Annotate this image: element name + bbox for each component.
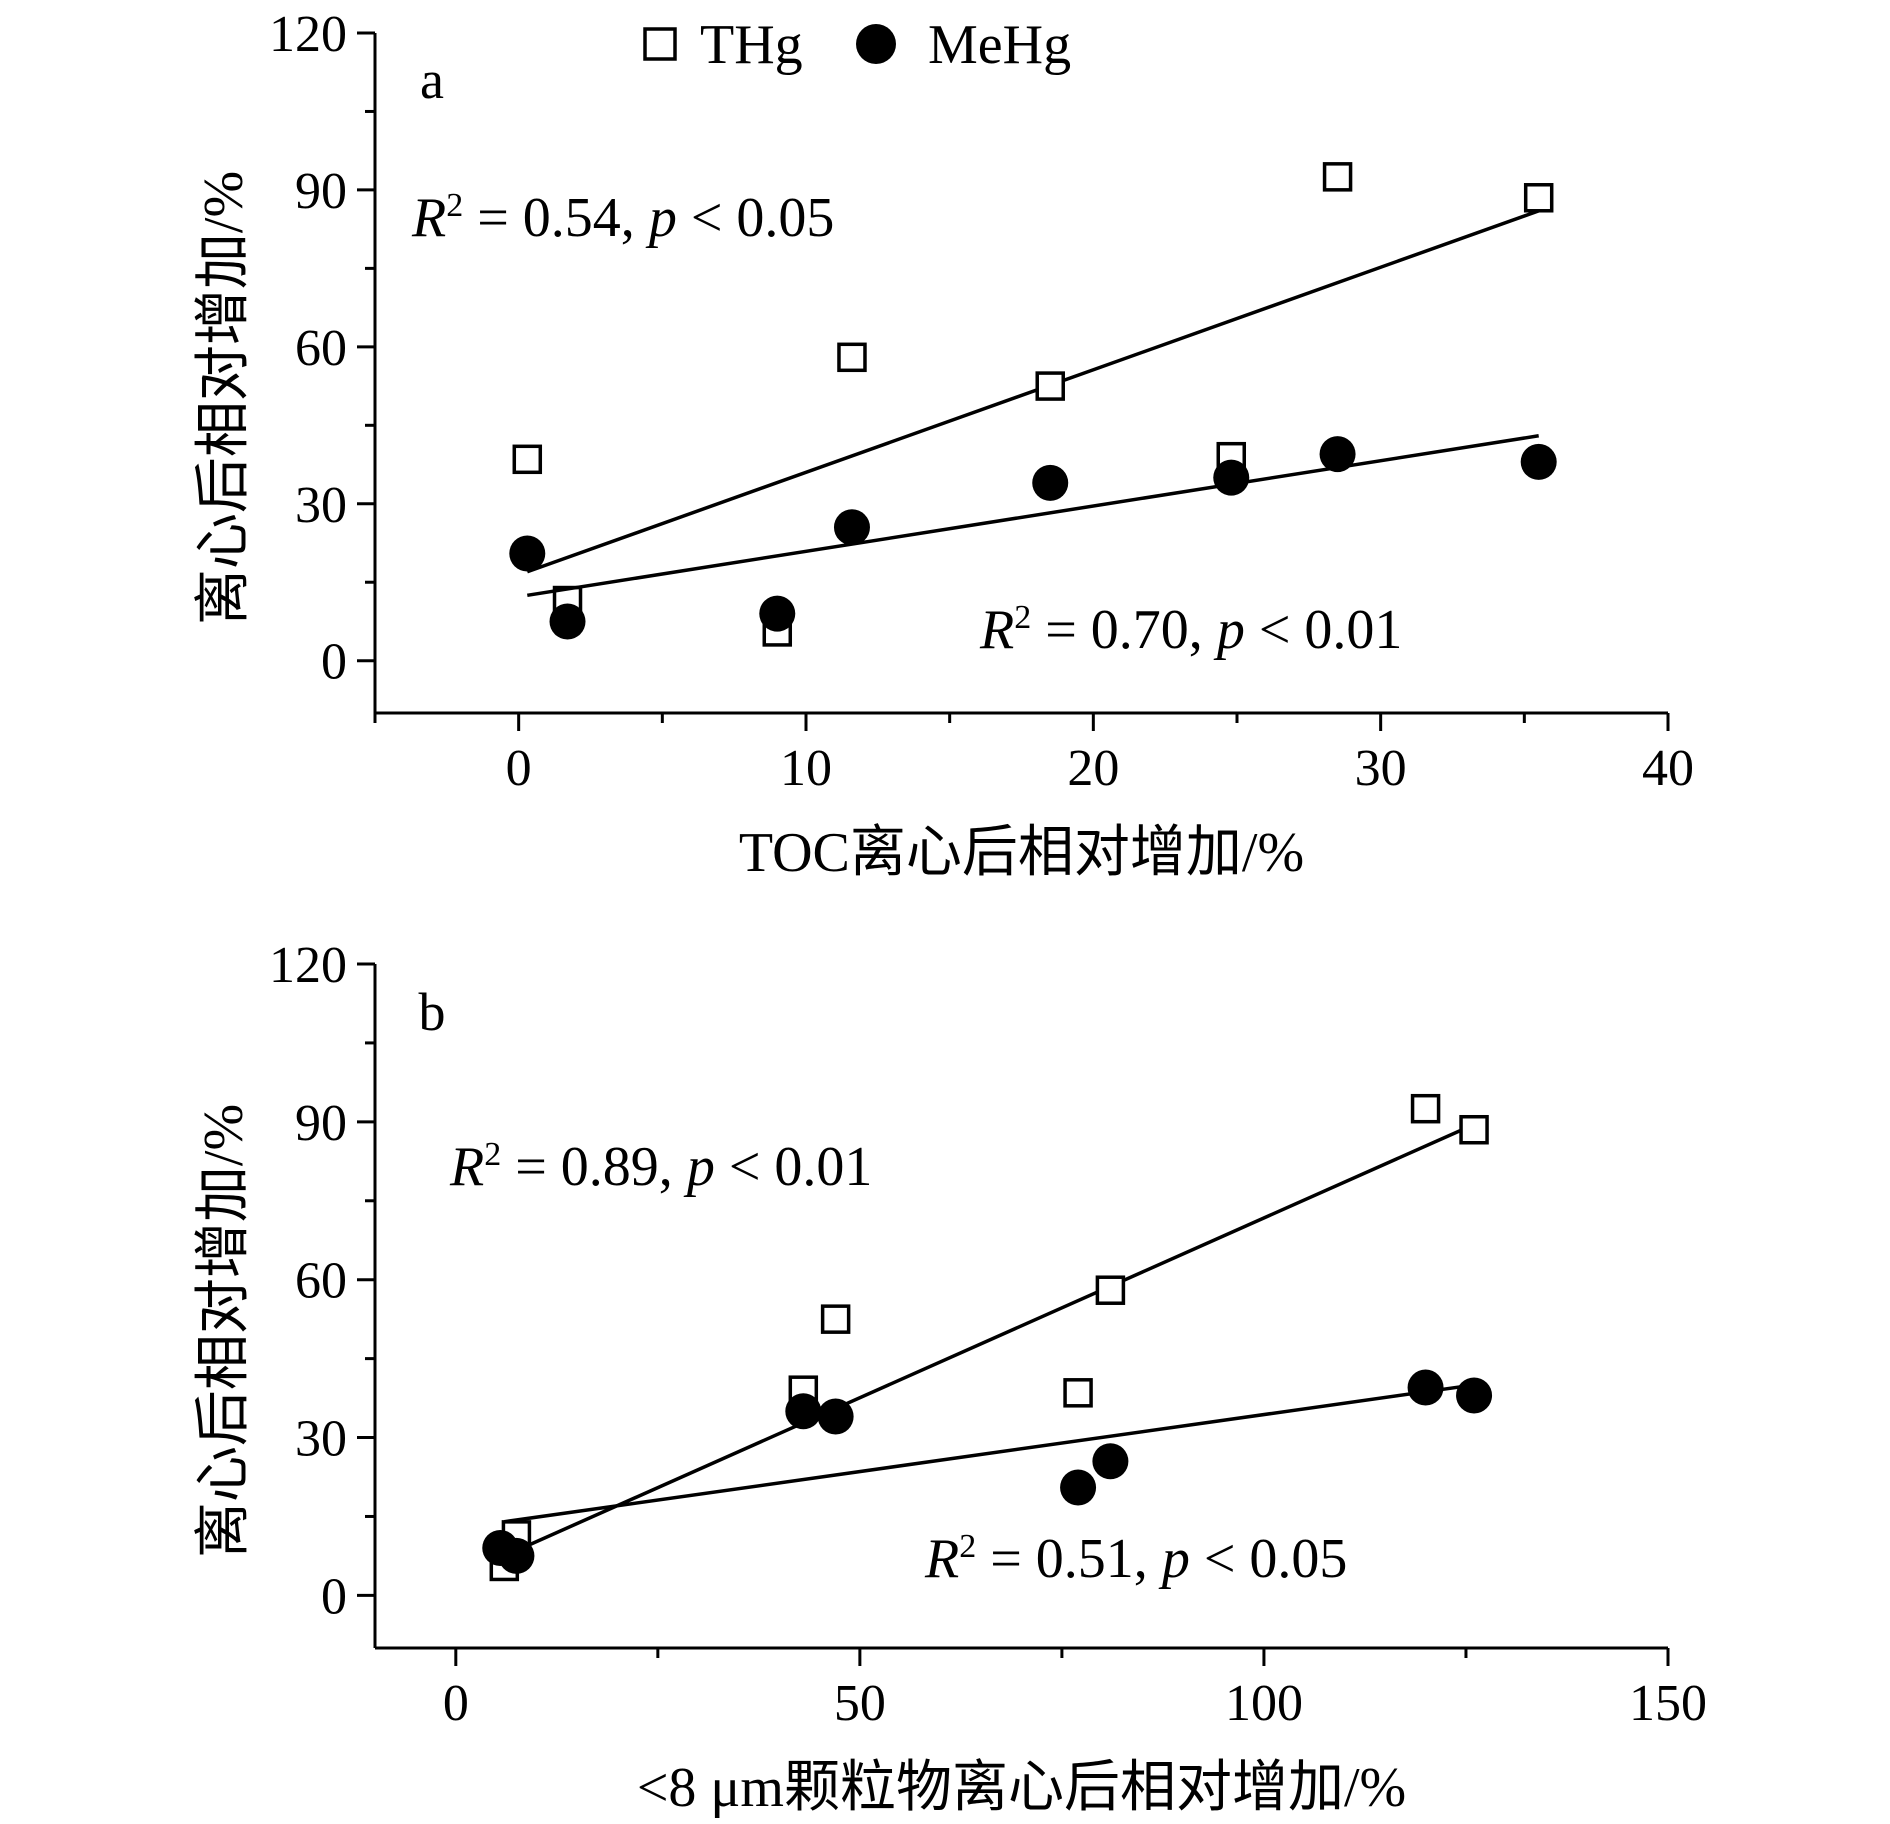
stat-part: p: [1158, 1528, 1190, 1590]
data-point-mehg: [549, 603, 586, 640]
stat-part: = 0.70,: [1031, 599, 1217, 661]
y-tick-label: 30: [295, 1411, 347, 1468]
stat-part: R: [449, 1136, 484, 1198]
stat-part: = 0.89,: [501, 1136, 687, 1198]
x-tick-label: 150: [1629, 1675, 1707, 1732]
series-thg: [512, 162, 1554, 647]
regression-stat-mehg: R2 = 0.70, p < 0.01: [979, 599, 1402, 661]
data-point-mehg: [1213, 459, 1250, 496]
data-point-thg: [512, 444, 543, 475]
data-point-mehg: [759, 595, 796, 632]
x-tick-label: 50: [834, 1675, 886, 1732]
stat-part: 2: [1014, 599, 1031, 636]
x-tick-label: 10: [780, 740, 832, 797]
data-point-mehg: [1092, 1443, 1129, 1480]
x-tick-label: 20: [1067, 740, 1119, 797]
panel-a: 0 30 60 90 120 0 10 20 30 40 TOC离心后相对增加/% 离心后相对增加/%…: [193, 6, 1694, 884]
stat-part: = 0.51,: [976, 1528, 1162, 1590]
fit-line-thg: [526, 209, 1540, 574]
y-tick-label: 60: [295, 320, 347, 377]
data-point-thg: [1095, 1275, 1126, 1305]
data-point-mehg: [1407, 1369, 1444, 1406]
legend: THg MeHg: [643, 14, 1071, 76]
stat-part: R: [411, 187, 446, 249]
panel-letter: a: [420, 50, 444, 110]
y-tick-label: 0: [321, 1568, 347, 1625]
panel-b: 0 30 60 90 120 0 50 100 150 <8 μm颗粒物离心后相对增加/% 离心后相…: [193, 937, 1707, 1819]
x-axis-title: TOC离心后相对增加/%: [739, 822, 1304, 884]
data-point-mehg: [1032, 464, 1069, 501]
stat-part: < 0.05: [677, 187, 835, 249]
series-mehg: [482, 1369, 1493, 1574]
y-tick-label: 90: [295, 163, 347, 220]
regression-stat-thg: R2 = 0.54, p < 0.05: [411, 187, 834, 249]
stat-part: 2: [484, 1136, 501, 1173]
data-point-mehg: [498, 1537, 535, 1574]
data-point-thg: [837, 342, 867, 373]
data-point-mehg: [1520, 443, 1557, 480]
data-point-thg: [1063, 1378, 1093, 1408]
data-point-mehg: [785, 1393, 822, 1430]
x-tick-label: 40: [1642, 740, 1694, 797]
x-tick-label: 0: [506, 740, 532, 797]
stat-part: p: [645, 187, 677, 249]
legend-marker-square: [643, 27, 677, 61]
stat-part: < 0.01: [715, 1136, 873, 1198]
y-axis-title: 离心后相对增加/%: [193, 1104, 255, 1558]
x-tick-label: 0: [443, 1675, 469, 1732]
legend-label: THg: [700, 14, 803, 76]
legend-item-mehg: MeHg: [856, 14, 1071, 76]
data-point-mehg: [1060, 1469, 1097, 1506]
legend-label: MeHg: [928, 14, 1071, 76]
data-point-thg: [820, 1304, 851, 1334]
stat-part: = 0.54,: [463, 187, 649, 249]
data-point-mehg: [1319, 436, 1356, 473]
y-tick-label: 120: [269, 937, 347, 994]
y-tick-label: 30: [295, 477, 347, 534]
legend-item-thg: THg: [643, 14, 803, 76]
y-tick-label: 120: [269, 6, 347, 63]
data-point-mehg: [833, 509, 870, 546]
x-tick-label: 100: [1225, 1675, 1303, 1732]
stat-part: < 0.05: [1190, 1528, 1348, 1590]
stat-part: 2: [959, 1528, 976, 1565]
stat-part: R: [979, 599, 1014, 661]
panel-letter: b: [419, 982, 446, 1042]
stat-part: p: [683, 1136, 715, 1198]
y-tick-label: 0: [321, 634, 347, 691]
y-axis-title: 离心后相对增加/%: [193, 171, 255, 625]
legend-marker-circle: [856, 24, 896, 64]
x-tick-label: 30: [1355, 740, 1407, 797]
regression-stat-mehg: R2 = 0.51, p < 0.05: [924, 1528, 1347, 1590]
data-point-thg: [1322, 162, 1353, 192]
y-tick-label: 60: [295, 1253, 347, 1310]
stat-part: < 0.01: [1245, 599, 1403, 661]
stat-part: R: [924, 1528, 959, 1590]
data-point-mehg: [1456, 1377, 1493, 1414]
y-tick-label: 90: [295, 1095, 347, 1152]
fit-line-mehg: [527, 434, 1539, 598]
stat-part: 2: [446, 187, 463, 224]
fit-line-mehg: [504, 1383, 1475, 1524]
data-point-thg: [1459, 1114, 1489, 1145]
data-point-mehg: [509, 535, 546, 572]
data-point-thg: [1410, 1093, 1441, 1124]
data-point-thg: [1035, 371, 1065, 401]
regression-stat-thg: R2 = 0.89, p < 0.01: [449, 1136, 872, 1198]
x-axis-title: <8 μm颗粒物离心后相对增加/%: [637, 1757, 1406, 1819]
data-point-thg: [1523, 183, 1554, 213]
series-mehg: [509, 434, 1557, 640]
data-point-mehg: [817, 1398, 854, 1435]
stat-part: p: [1213, 599, 1245, 661]
fit-line-thg: [503, 1122, 1475, 1558]
